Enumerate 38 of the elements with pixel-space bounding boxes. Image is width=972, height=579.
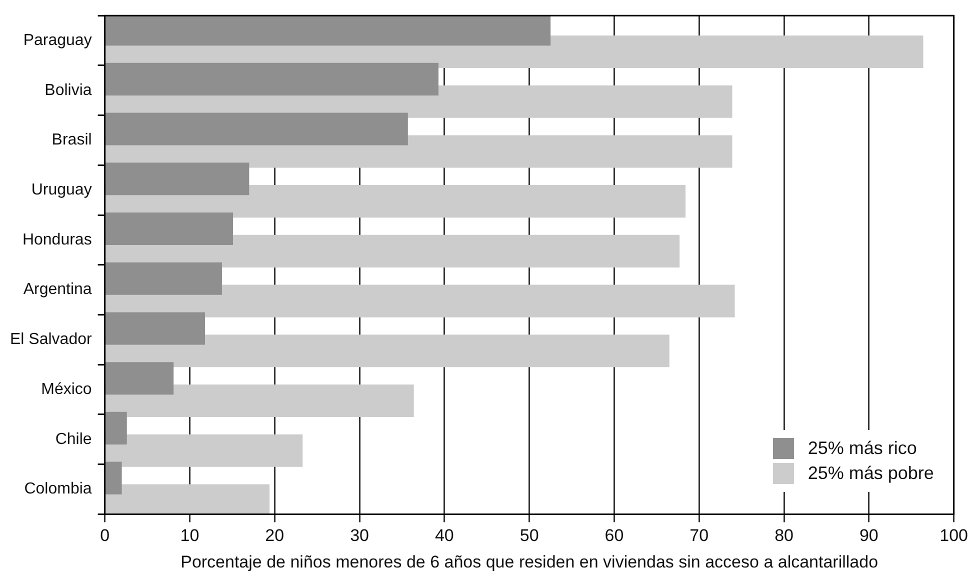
bar bbox=[106, 412, 127, 444]
bar bbox=[106, 112, 408, 146]
x-tick-label: 50 bbox=[520, 526, 539, 546]
x-tick-label: 40 bbox=[434, 526, 454, 546]
y-tick-label: México bbox=[41, 380, 92, 398]
x-tick-label: 80 bbox=[774, 526, 794, 546]
bar bbox=[106, 312, 205, 345]
x-tick-label: 60 bbox=[604, 526, 624, 546]
x-axis-title: Porcentaje de niños menores de 6 años que residen en viviendas sin acceso a alcantarillado bbox=[180, 552, 878, 572]
bar bbox=[106, 334, 670, 368]
y-tick-label: Chile bbox=[55, 430, 92, 448]
bar bbox=[106, 262, 222, 295]
x-tick-label: 10 bbox=[180, 526, 200, 546]
y-tick-label: Bolivia bbox=[44, 82, 92, 99]
bar bbox=[106, 434, 303, 467]
x-tick-label: 0 bbox=[100, 526, 110, 546]
y-tick-label: Colombia bbox=[24, 480, 92, 498]
bar bbox=[106, 362, 174, 395]
bar bbox=[106, 284, 735, 318]
x-tick-label: 100 bbox=[940, 526, 968, 546]
y-tick-label: Brasil bbox=[52, 132, 92, 149]
x-tick-label: 70 bbox=[690, 526, 709, 546]
bar bbox=[106, 162, 250, 196]
bar bbox=[106, 384, 414, 418]
bar bbox=[106, 212, 234, 246]
x-tick-label: 30 bbox=[350, 526, 369, 546]
legend-label: 25% más pobre bbox=[808, 463, 934, 484]
y-tick-label: Honduras bbox=[22, 231, 92, 248]
bar bbox=[106, 234, 680, 268]
y-tick-label: El Salvador bbox=[10, 331, 92, 348]
x-tick-label: 90 bbox=[859, 526, 878, 546]
x-tick-label: 20 bbox=[265, 526, 284, 546]
bar bbox=[106, 462, 122, 494]
y-tick-label: Paraguay bbox=[23, 32, 92, 49]
y-tick-label: Argentina bbox=[23, 281, 92, 298]
bar bbox=[106, 62, 438, 96]
y-tick-label: Uruguay bbox=[31, 182, 92, 199]
legend-label: 25% más rico bbox=[808, 438, 917, 460]
